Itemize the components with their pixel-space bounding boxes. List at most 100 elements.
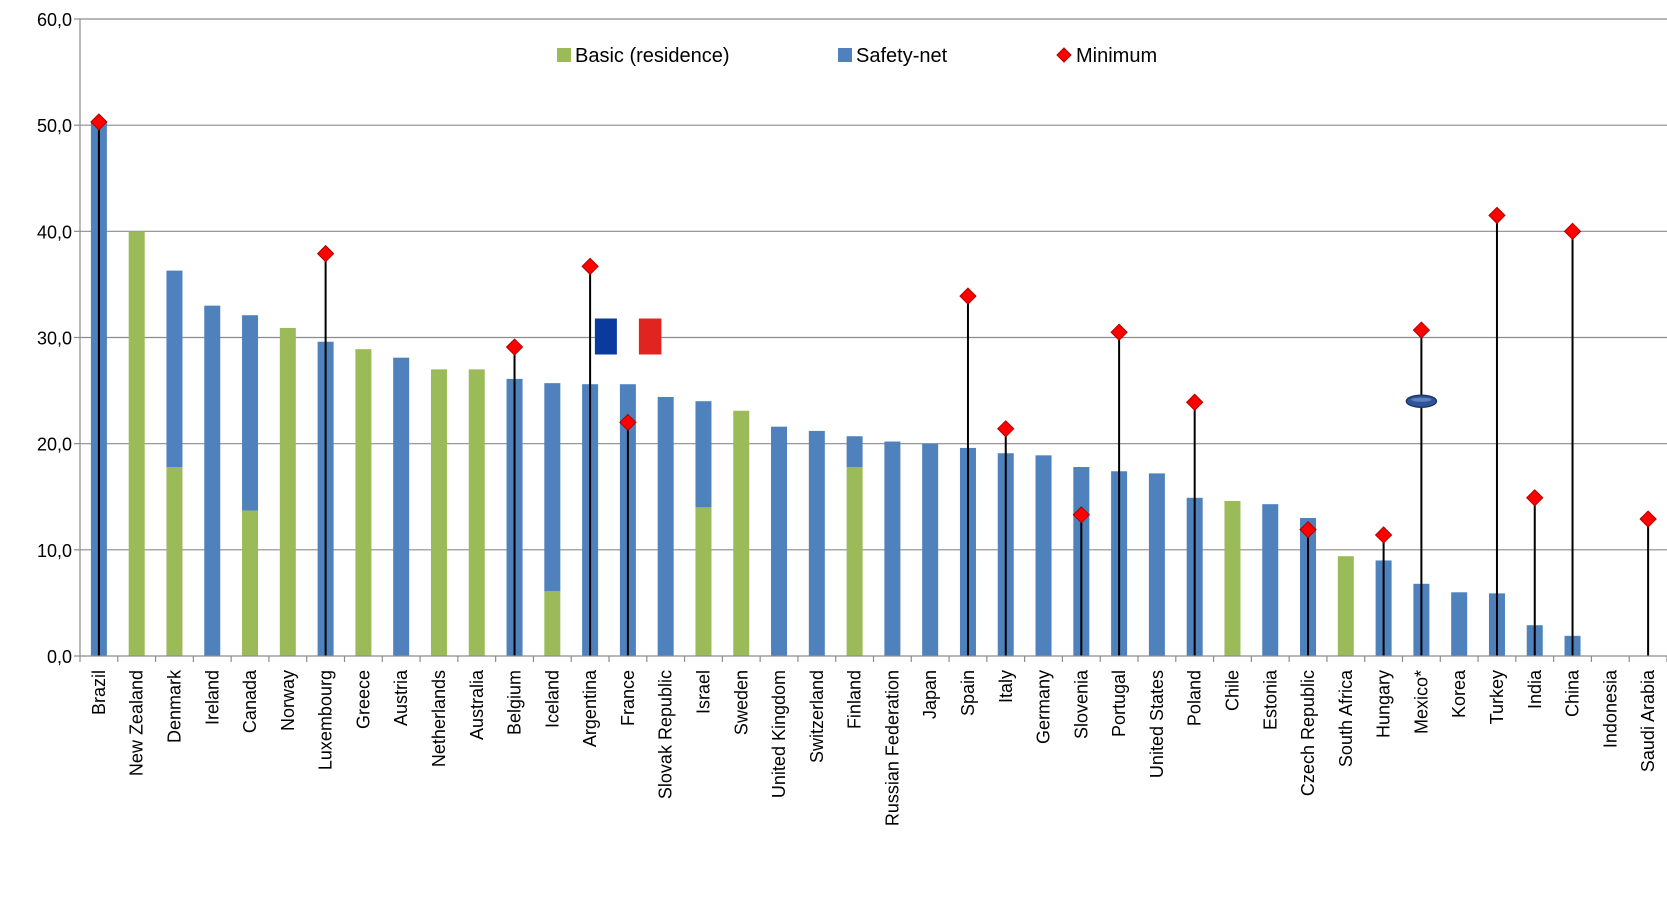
minimum-marker-poland [1185, 393, 1204, 411]
y-tick-label-0: 0,0 [47, 647, 72, 667]
bar-safety-net-russian-federation [884, 441, 901, 656]
legend-label-basic: Basic (residence) [575, 45, 730, 67]
minimum-marker-spain [959, 287, 977, 305]
minimum-marker-turkey [1488, 206, 1506, 225]
bar-safety-net-germany [1035, 455, 1052, 656]
bar-safety-net-denmark [166, 270, 183, 468]
x-tick-label-korea: Korea [1449, 669, 1469, 718]
x-tick-label-united-kingdom: United Kingdom [769, 670, 789, 798]
gridlines [80, 18, 1667, 551]
x-tick-label-slovak-republic: Slovak Republic [656, 670, 676, 799]
minimum-marker-italy [997, 420, 1015, 438]
minimum-marker-argentina [581, 257, 599, 276]
x-tick-label-germany: Germany [1034, 670, 1054, 744]
minimum-marker-france [619, 413, 637, 432]
x-tick-label-austria: Austria [391, 669, 411, 726]
minimum-marker-czech-republic [1299, 520, 1317, 539]
bars [90, 121, 1581, 657]
x-tick-label-italy: Italy [996, 670, 1016, 703]
bar-safety-net-finland [846, 436, 863, 468]
minimum-marker-slovenia [1072, 506, 1091, 524]
bar-basic-norway [279, 327, 296, 656]
bar-safety-net-estonia [1262, 504, 1279, 656]
bar-safety-net-united-states [1148, 473, 1165, 656]
y-tick-label-2: 20,0 [37, 435, 72, 455]
x-tick-label-australia: Australia [467, 669, 487, 740]
bar-safety-net-canada [242, 315, 259, 511]
bar-safety-net-iceland [544, 383, 561, 592]
minimum-markers [90, 113, 1657, 544]
y-tick-label-3: 30,0 [37, 329, 72, 349]
legend-label-minimum: Minimum [1076, 45, 1157, 67]
x-tick-label-france: France [618, 670, 638, 726]
legend-swatch-safety-net [838, 48, 852, 62]
x-tick-label-switzerland: Switzerland [807, 670, 827, 763]
x-tick-label-sweden: Sweden [731, 670, 751, 735]
x-tick-label-denmark: Denmark [164, 669, 184, 743]
bar-basic-south-africa [1337, 556, 1354, 656]
x-tick-label-hungary: Hungary [1374, 670, 1394, 738]
x-tick-label-netherlands: Netherlands [429, 670, 449, 767]
x-tick-label-poland: Poland [1185, 670, 1205, 726]
legend-label-safety-net: Safety-net [856, 45, 948, 67]
minimum-marker-luxembourg [316, 244, 335, 263]
bar-safety-net-israel [695, 401, 712, 508]
minimum-marker-brazil [90, 113, 108, 131]
x-tick-labels: Brazil New Zealand Denmark Ireland Canada Nor… [89, 669, 1658, 826]
y-tick-label-1: 10,0 [37, 541, 72, 561]
bar-basic-sweden [733, 410, 750, 656]
x-tick-label-finland: Finland [845, 670, 865, 729]
flag-stripe-1 [616, 318, 640, 355]
flag-stripe-2 [638, 318, 662, 355]
minimum-marker-hungary [1374, 526, 1393, 544]
legend-swatch-minimum [1056, 47, 1072, 63]
x-tick-label-mexico: Mexico* [1411, 670, 1431, 734]
y-tick-label-5: 50,0 [37, 116, 72, 136]
x-tick-label-estonia: Estonia [1260, 669, 1280, 730]
legend: Basic (residence) Safety-net Minimum [557, 45, 1157, 67]
flag-stripe-0 [594, 318, 618, 355]
x-tick-label-saudi-arabia: Saudi Arabia [1638, 669, 1658, 772]
x-tick-label-iceland: Iceland [542, 670, 562, 728]
minimum-marker-belgium [505, 338, 524, 356]
axes [74, 18, 1667, 662]
bar-safety-net-ireland [204, 305, 221, 656]
mexico-ellipse-highlight [1411, 397, 1432, 402]
minimum-stems [97, 121, 1650, 656]
bar-basic-australia [468, 369, 485, 656]
x-tick-label-argentina: Argentina [580, 669, 600, 747]
x-tick-label-new-zealand: New Zealand [127, 670, 147, 776]
minimum-marker-portugal [1110, 323, 1128, 341]
y-tick-label-4: 40,0 [37, 222, 72, 242]
x-tick-label-indonesia: Indonesia [1600, 669, 1620, 748]
x-tick-label-luxembourg: Luxembourg [316, 670, 336, 770]
bar-safety-net-austria [393, 357, 410, 656]
x-tick-label-south-africa: South Africa [1336, 669, 1356, 767]
bar-basic-netherlands [430, 369, 447, 656]
bar-basic-chile [1224, 500, 1241, 656]
y-tick-labels: 0,0 10,0 20,0 30,0 40,0 50,0 60,0 [37, 10, 72, 667]
x-tick-label-japan: Japan [920, 670, 940, 719]
minimum-marker-mexico [1412, 321, 1431, 339]
x-tick-label-norway: Norway [278, 670, 298, 731]
annotations [594, 318, 1438, 408]
x-tick-label-portugal: Portugal [1109, 670, 1129, 737]
bar-basic-greece [355, 349, 372, 656]
bar-basic-denmark [166, 467, 183, 656]
x-tick-label-israel: Israel [693, 670, 713, 714]
x-tick-label-belgium: Belgium [505, 670, 525, 735]
x-tick-label-turkey: Turkey [1487, 670, 1507, 724]
bar-safety-net-japan [922, 443, 939, 656]
legend-swatch-basic [557, 48, 571, 62]
x-tick-label-india: India [1525, 669, 1545, 709]
france-flag-icon [594, 318, 662, 355]
x-tick-label-canada: Canada [240, 669, 260, 733]
bar-basic-iceland [544, 591, 561, 656]
minimum-marker-china [1563, 222, 1582, 241]
minimum-marker-india [1526, 489, 1544, 507]
x-tick-label-chile: Chile [1222, 670, 1242, 711]
bar-safety-net-united-kingdom [771, 426, 788, 656]
x-tick-label-ireland: Ireland [202, 670, 222, 725]
bar-safety-net-switzerland [808, 430, 825, 656]
